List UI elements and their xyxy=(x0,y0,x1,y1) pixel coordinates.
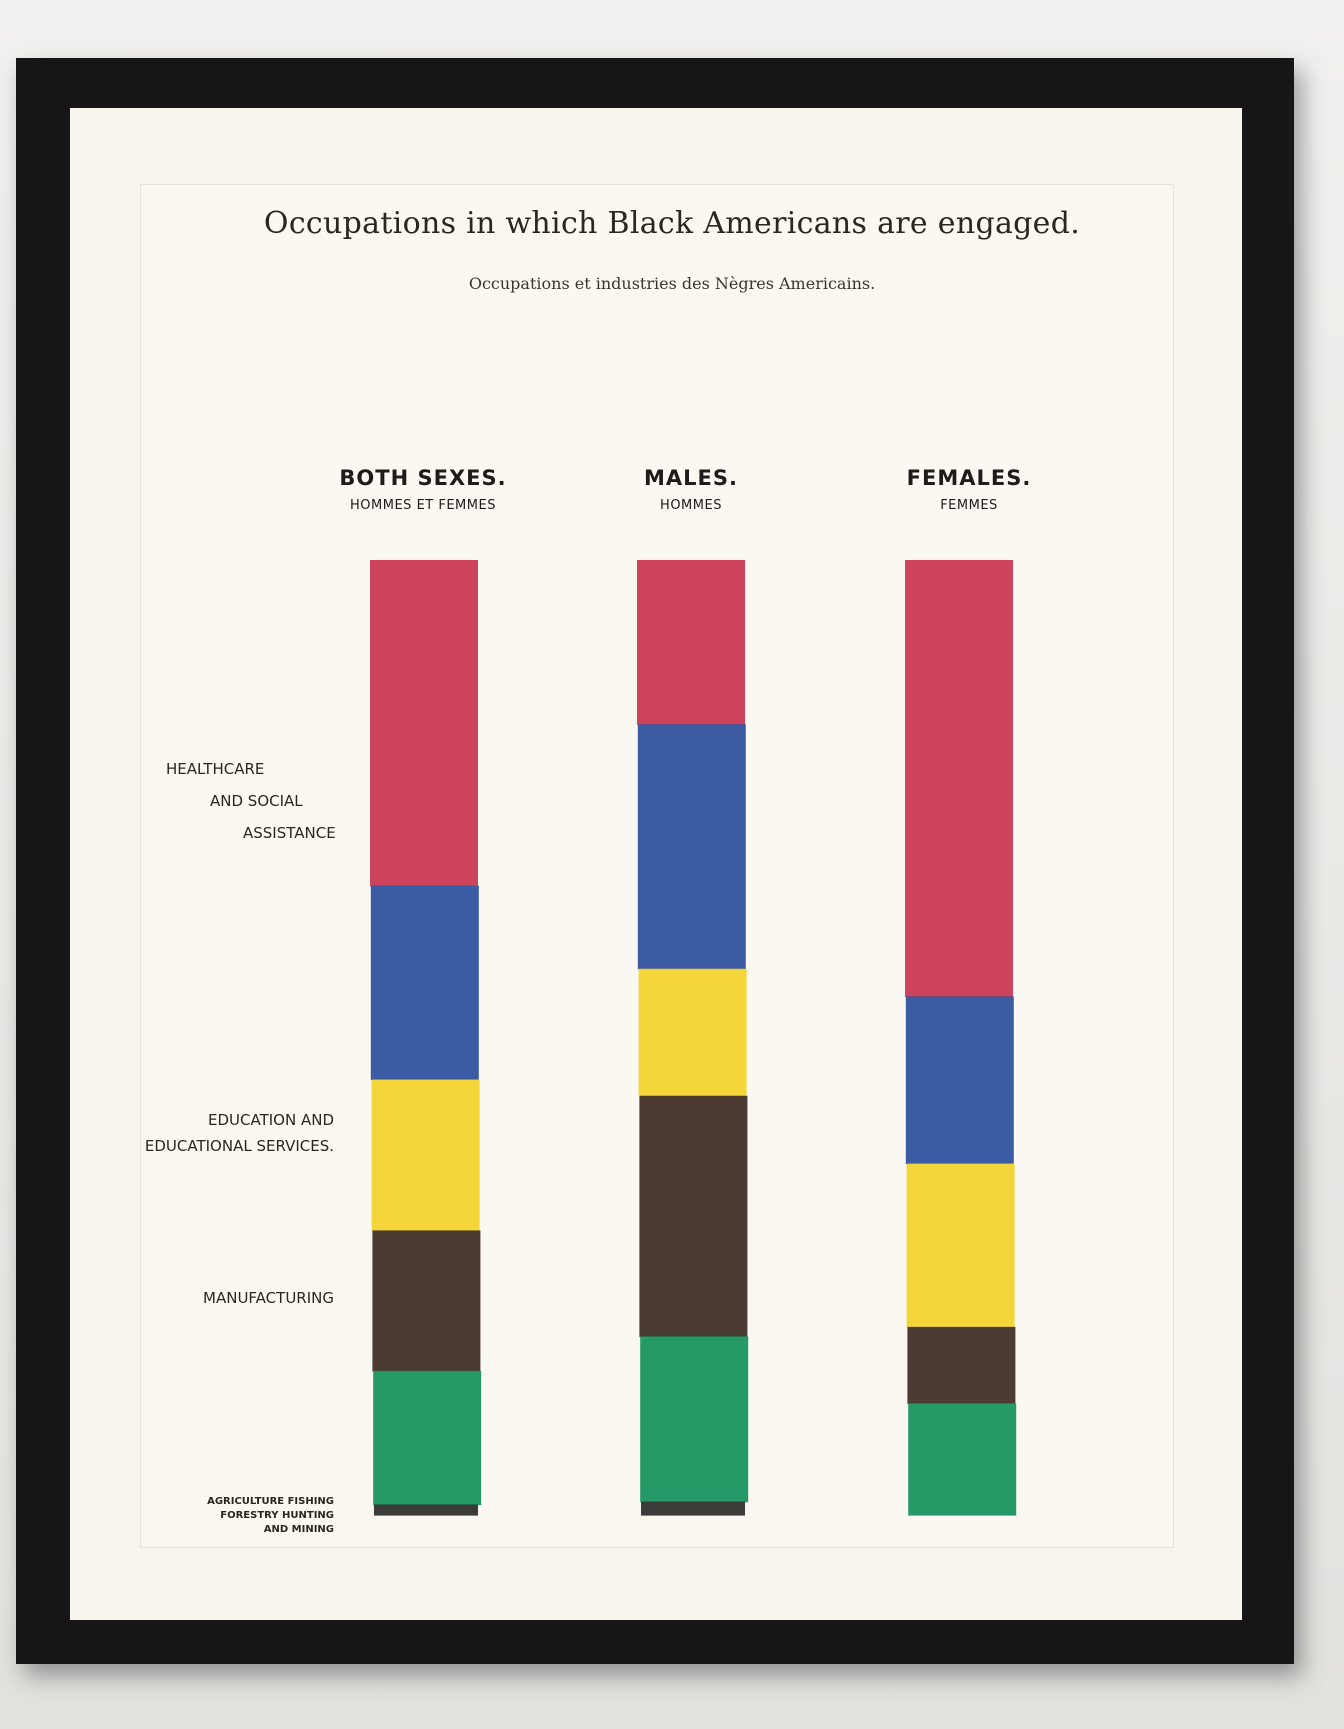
bar-segment-females-1 xyxy=(905,996,1014,1165)
bar-segment-both-sexes-0 xyxy=(370,560,478,887)
manufacturing-line-1: MANUFACTURING xyxy=(203,1289,334,1307)
column-header-both-sexes: BOTH SEXES. HOMMES ET FEMMES xyxy=(303,466,543,513)
column-subtitle-both-sexes: HOMMES ET FEMMES xyxy=(350,498,496,513)
agriculture-line-1: AGRICULTURE FISHING xyxy=(207,1496,334,1507)
healthcare-line-1: HEALTHCARE xyxy=(166,760,265,778)
bar-segment-males-0 xyxy=(637,560,745,725)
bar-segment-females-4 xyxy=(908,1403,1017,1516)
bar-segment-females-2 xyxy=(906,1163,1015,1328)
bar-segment-males-1 xyxy=(637,724,746,970)
column-subtitle-males: HOMMES xyxy=(660,498,722,513)
column-both-sexes xyxy=(370,560,482,1516)
bar-segment-males-4 xyxy=(640,1336,749,1503)
bar-segment-both-sexes-1 xyxy=(370,885,479,1081)
healthcare-line-2: AND SOCIAL xyxy=(210,792,303,810)
education-line-2: EDUCATIONAL SERVICES. xyxy=(144,1137,334,1155)
column-subtitle-females: FEMMES xyxy=(940,498,998,513)
column-title-both-sexes: BOTH SEXES. xyxy=(339,466,507,490)
bar-segment-females-3 xyxy=(907,1326,1016,1404)
bar-segment-males-2 xyxy=(638,968,747,1097)
bar-segment-both-sexes-3 xyxy=(372,1230,481,1372)
column-title-males: MALES. xyxy=(644,466,738,490)
column-header-females: FEMALES. FEMMES xyxy=(849,466,1089,513)
bar-segment-males-3 xyxy=(639,1095,748,1338)
category-label-agriculture: AGRICULTURE FISHING FORESTRY HUNTING AND… xyxy=(170,1495,334,1537)
healthcare-line-3: ASSISTANCE xyxy=(243,824,336,842)
category-label-education: EDUCATION AND EDUCATIONAL SERVICES. xyxy=(130,1107,334,1159)
bar-segment-both-sexes-4 xyxy=(373,1370,482,1506)
chart-title: Occupations in which Black Americans are… xyxy=(263,206,1081,241)
column-males xyxy=(637,560,749,1516)
agriculture-line-2: FORESTRY HUNTING xyxy=(220,1510,334,1521)
column-header-males: MALES. HOMMES xyxy=(571,466,811,513)
bar-segment-females-0 xyxy=(905,560,1013,998)
bar-segment-both-sexes-2 xyxy=(371,1079,480,1232)
education-line-1: EDUCATION AND xyxy=(208,1111,334,1129)
agriculture-line-3: AND MINING xyxy=(263,1524,334,1535)
column-title-females: FEMALES. xyxy=(906,466,1032,490)
bar-segment-both-sexes-5 xyxy=(374,1504,478,1516)
column-females xyxy=(905,560,1017,1516)
chart-subtitle: Occupations et industries des Nègres Ame… xyxy=(468,274,876,293)
bar-segment-males-5 xyxy=(641,1501,745,1516)
category-label-manufacturing: MANUFACTURING xyxy=(150,1282,334,1314)
category-label-healthcare: HEALTHCARE AND SOCIAL ASSISTANCE xyxy=(140,753,340,849)
